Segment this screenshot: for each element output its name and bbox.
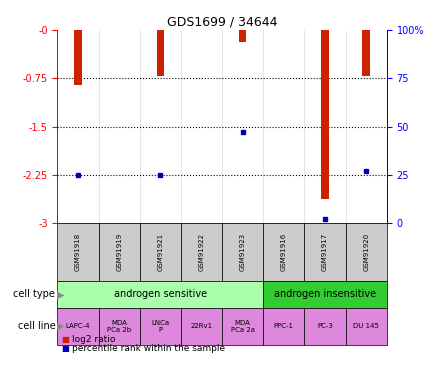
Text: GSM91922: GSM91922 xyxy=(198,233,204,271)
Bar xyxy=(363,30,370,76)
Text: LAPC-4: LAPC-4 xyxy=(66,323,90,329)
Bar xyxy=(74,30,82,85)
Text: PPC-1: PPC-1 xyxy=(274,323,294,329)
Text: cell line: cell line xyxy=(17,321,55,331)
Text: GSM91923: GSM91923 xyxy=(240,233,246,271)
Text: GSM91918: GSM91918 xyxy=(75,233,81,272)
Text: DU 145: DU 145 xyxy=(353,323,379,329)
Text: cell type: cell type xyxy=(13,290,55,299)
Text: GSM91920: GSM91920 xyxy=(363,233,369,271)
Text: ■: ■ xyxy=(62,344,70,353)
Text: log2 ratio: log2 ratio xyxy=(72,335,116,344)
Text: ▶: ▶ xyxy=(57,321,65,331)
Text: androgen insensitive: androgen insensitive xyxy=(274,290,376,299)
Text: 22Rv1: 22Rv1 xyxy=(190,323,212,329)
Bar xyxy=(239,30,246,42)
Text: MDA
PCa 2b: MDA PCa 2b xyxy=(107,320,131,333)
Text: MDA
PCa 2a: MDA PCa 2a xyxy=(231,320,255,333)
Text: GSM91921: GSM91921 xyxy=(157,233,163,271)
Text: LNCa
P: LNCa P xyxy=(151,320,170,333)
Text: androgen sensitive: androgen sensitive xyxy=(114,290,207,299)
Text: ▶: ▶ xyxy=(57,290,65,299)
Bar xyxy=(321,30,329,199)
Text: GSM91919: GSM91919 xyxy=(116,233,122,272)
Text: PC-3: PC-3 xyxy=(317,323,333,329)
Text: ■: ■ xyxy=(62,335,70,344)
Text: GSM91916: GSM91916 xyxy=(281,233,287,272)
Title: GDS1699 / 34644: GDS1699 / 34644 xyxy=(167,16,277,29)
Bar xyxy=(156,30,164,76)
Text: percentile rank within the sample: percentile rank within the sample xyxy=(72,344,225,353)
Text: GSM91917: GSM91917 xyxy=(322,233,328,272)
